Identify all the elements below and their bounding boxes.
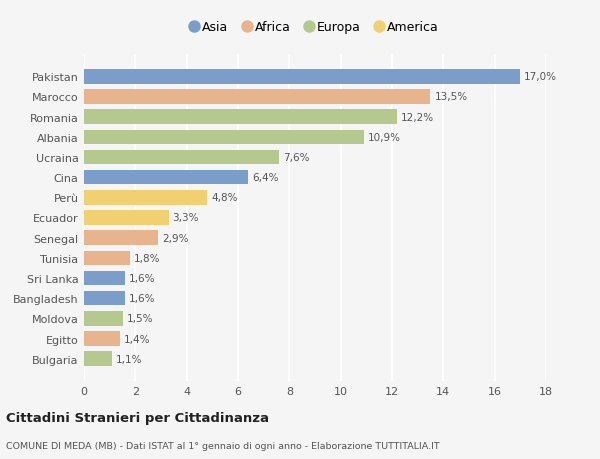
Text: 7,6%: 7,6% (283, 153, 310, 162)
Text: 10,9%: 10,9% (368, 133, 401, 142)
Bar (84, 231, 158, 246)
Bar (84, 331, 120, 346)
Text: Cittadini Stranieri per Cittadinanza: Cittadini Stranieri per Cittadinanza (6, 412, 269, 425)
Text: 12,2%: 12,2% (401, 112, 434, 123)
Text: 3,3%: 3,3% (173, 213, 199, 223)
Bar (84, 70, 520, 84)
Text: 1,4%: 1,4% (124, 334, 150, 344)
Bar (84, 211, 169, 225)
Text: COMUNE DI MEDA (MB) - Dati ISTAT al 1° gennaio di ogni anno - Elaborazione TUTTI: COMUNE DI MEDA (MB) - Dati ISTAT al 1° g… (6, 441, 440, 450)
Text: 6,4%: 6,4% (252, 173, 278, 183)
Bar (84, 271, 125, 285)
Text: 2,9%: 2,9% (162, 233, 189, 243)
Text: 4,8%: 4,8% (211, 193, 238, 203)
Text: 1,1%: 1,1% (116, 354, 143, 364)
Text: 1,6%: 1,6% (129, 274, 155, 283)
Bar (84, 190, 207, 205)
Bar (84, 130, 364, 145)
Bar (84, 291, 125, 306)
Bar (84, 90, 430, 105)
Legend: Asia, Africa, Europa, America: Asia, Africa, Europa, America (188, 19, 442, 37)
Bar (84, 171, 248, 185)
Bar (84, 251, 130, 265)
Text: 1,6%: 1,6% (129, 294, 155, 303)
Bar (84, 151, 279, 165)
Text: 17,0%: 17,0% (524, 72, 557, 82)
Text: 1,8%: 1,8% (134, 253, 161, 263)
Bar (84, 110, 397, 125)
Bar (84, 352, 112, 366)
Text: 1,5%: 1,5% (127, 313, 153, 324)
Bar (84, 311, 122, 326)
Text: 13,5%: 13,5% (434, 92, 467, 102)
